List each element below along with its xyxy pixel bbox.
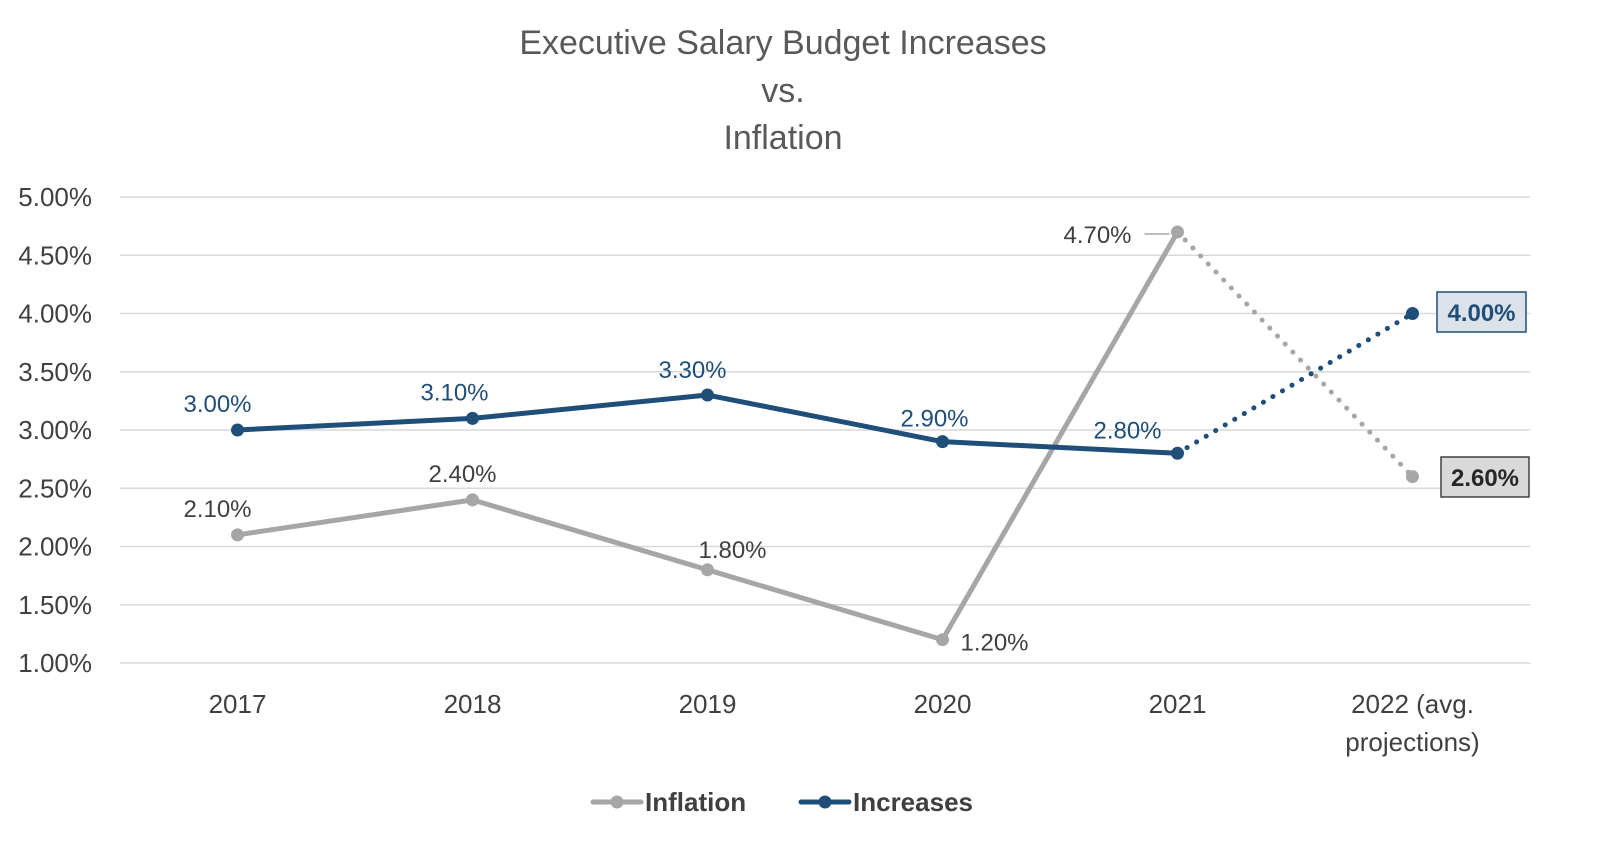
- y-tick-label: 3.50%: [18, 357, 92, 387]
- data-label-inflation-projection-box: [1440, 456, 1530, 498]
- legend-label-inflation: Inflation: [645, 787, 746, 817]
- data-point-increases: [1406, 307, 1419, 320]
- data-label-inflation-projection: 2.60%: [1451, 465, 1519, 492]
- data-label-increases-projection-box: [1436, 291, 1527, 333]
- data-label-increases-projection: 4.00%: [1447, 300, 1515, 327]
- y-tick-label: 3.00%: [18, 415, 92, 445]
- data-label-increases: 2.90%: [900, 406, 968, 433]
- data-point-increases: [231, 423, 244, 437]
- series-line-increases: [235, 392, 1180, 456]
- series-projection-inflation: [1175, 229, 1415, 480]
- gridlines: [120, 196, 1530, 664]
- series-lines: [231, 225, 1419, 647]
- x-axis-ticks: 2017 2018 2019 2020 2021 2022 (avg. projection…: [209, 689, 1480, 757]
- y-tick-label: 4.50%: [18, 240, 92, 270]
- data-label-increases: 3.30%: [658, 357, 726, 384]
- data-point-inflation: [466, 493, 479, 507]
- y-tick-label: 1.00%: [18, 648, 92, 678]
- data-label-increases: 2.80%: [1093, 417, 1161, 444]
- x-tick-label: 2017: [209, 689, 267, 719]
- chart-title-line-3: Inflation: [723, 119, 842, 157]
- legend-label-increases: Increases: [853, 787, 973, 817]
- data-label-increases: 3.10%: [420, 379, 488, 406]
- y-tick-label: 2.50%: [18, 473, 92, 503]
- x-tick-label: projections): [1345, 727, 1479, 757]
- legend-marker-inflation: [610, 795, 624, 809]
- y-tick-label: 4.00%: [18, 299, 92, 329]
- chart-title: Executive Salary Budget Increases vs. Infl…: [519, 24, 1046, 157]
- chart-title-line-2: vs.: [761, 72, 804, 110]
- data-label-inflation: 2.10%: [183, 496, 251, 523]
- data-label-inflation: 4.70%: [1063, 222, 1131, 249]
- data-point-inflation: [1406, 470, 1419, 484]
- x-tick-label: 2022 (avg.: [1351, 689, 1474, 719]
- y-tick-label: 5.00%: [18, 182, 92, 212]
- series-line-inflation: [235, 229, 1180, 643]
- data-labels: 2.10% 2.40% 1.80% 1.20% 4.70% 3.00% 3.10% 3.30%…: [183, 222, 1530, 657]
- x-tick-label: 2018: [444, 689, 502, 719]
- legend: Inflation Increases: [590, 787, 973, 817]
- y-tick-label: 1.50%: [18, 590, 92, 620]
- data-label-increases: 3.00%: [183, 391, 251, 418]
- y-axis-ticks: 1.00% 1.50% 2.00% 2.50% 3.00% 3.50% 4.00% 4.50%…: [18, 182, 92, 678]
- legend-marker-increases: [818, 795, 832, 809]
- data-point-increases: [701, 388, 714, 402]
- x-tick-label: 2021: [1149, 689, 1207, 719]
- x-tick-label: 2019: [679, 689, 737, 719]
- data-point-inflation: [1171, 225, 1184, 239]
- series-projection-increases: [1175, 311, 1415, 456]
- data-point-inflation: [936, 633, 949, 647]
- data-point-increases: [1171, 446, 1184, 460]
- data-point-increases: [466, 411, 479, 425]
- data-label-inflation: 1.20%: [960, 630, 1028, 657]
- data-point-inflation: [701, 563, 714, 577]
- x-tick-label: 2020: [914, 689, 972, 719]
- data-point-increases: [936, 435, 949, 449]
- data-label-inflation: 1.80%: [698, 537, 766, 564]
- data-point-inflation: [231, 528, 244, 542]
- chart-title-line-1: Executive Salary Budget Increases: [519, 24, 1046, 62]
- y-tick-label: 2.00%: [18, 532, 92, 562]
- data-label-inflation: 2.40%: [428, 461, 496, 488]
